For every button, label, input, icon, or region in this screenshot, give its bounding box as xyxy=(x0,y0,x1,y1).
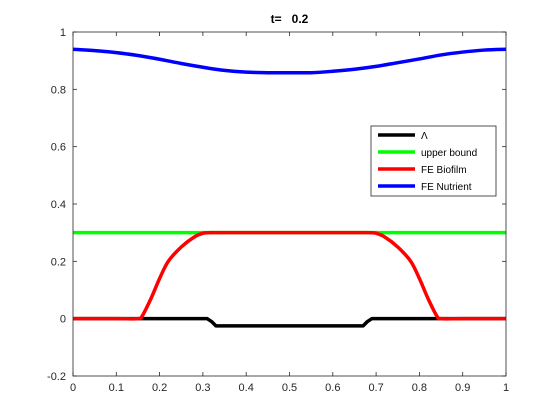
legend-label-2: FE Biofilm xyxy=(421,165,467,176)
y-tick-label: 0.4 xyxy=(51,199,66,211)
x-tick-label: 0.6 xyxy=(325,382,340,394)
plot-frame xyxy=(72,31,507,377)
series-layer xyxy=(73,47,506,328)
y-tick-label: 0.2 xyxy=(51,256,66,268)
y-tick-label: -0.2 xyxy=(47,371,66,383)
x-tick-label: 0.7 xyxy=(368,382,383,394)
chart-title: t= 0.2 xyxy=(271,12,309,26)
x-tick-label: 0.4 xyxy=(239,382,254,394)
x-tick-label: 0.9 xyxy=(455,382,470,394)
series-line-3 xyxy=(73,47,506,75)
x-tick-label: 0.2 xyxy=(152,382,167,394)
legend-label-3: FE Nutrient xyxy=(421,182,472,193)
x-tick-label: 0.3 xyxy=(195,382,210,394)
y-tick-label: 1 xyxy=(60,27,66,39)
y-tick-label: 0 xyxy=(60,314,66,326)
y-tick-label: 0.8 xyxy=(51,84,66,96)
y-tick-label: 0.6 xyxy=(51,142,66,154)
x-tick-label: 0.8 xyxy=(412,382,427,394)
legend-label-0: Λ xyxy=(421,131,428,142)
x-tick-label: 0 xyxy=(70,382,76,394)
axes-layer: 0 0.1 0.2 0.3 0.4 0.5 0.6 0.7 0.8 0.9 1 -0.2 0 0.2 0.4… xyxy=(47,27,509,394)
legend-label-1: upper bound xyxy=(421,148,477,159)
series-line-0 xyxy=(73,316,506,328)
x-tick-label: 1 xyxy=(503,382,509,394)
series-line-2 xyxy=(73,230,506,321)
x-tick-label: 0.5 xyxy=(282,382,297,394)
x-tick-label: 0.1 xyxy=(109,382,124,394)
